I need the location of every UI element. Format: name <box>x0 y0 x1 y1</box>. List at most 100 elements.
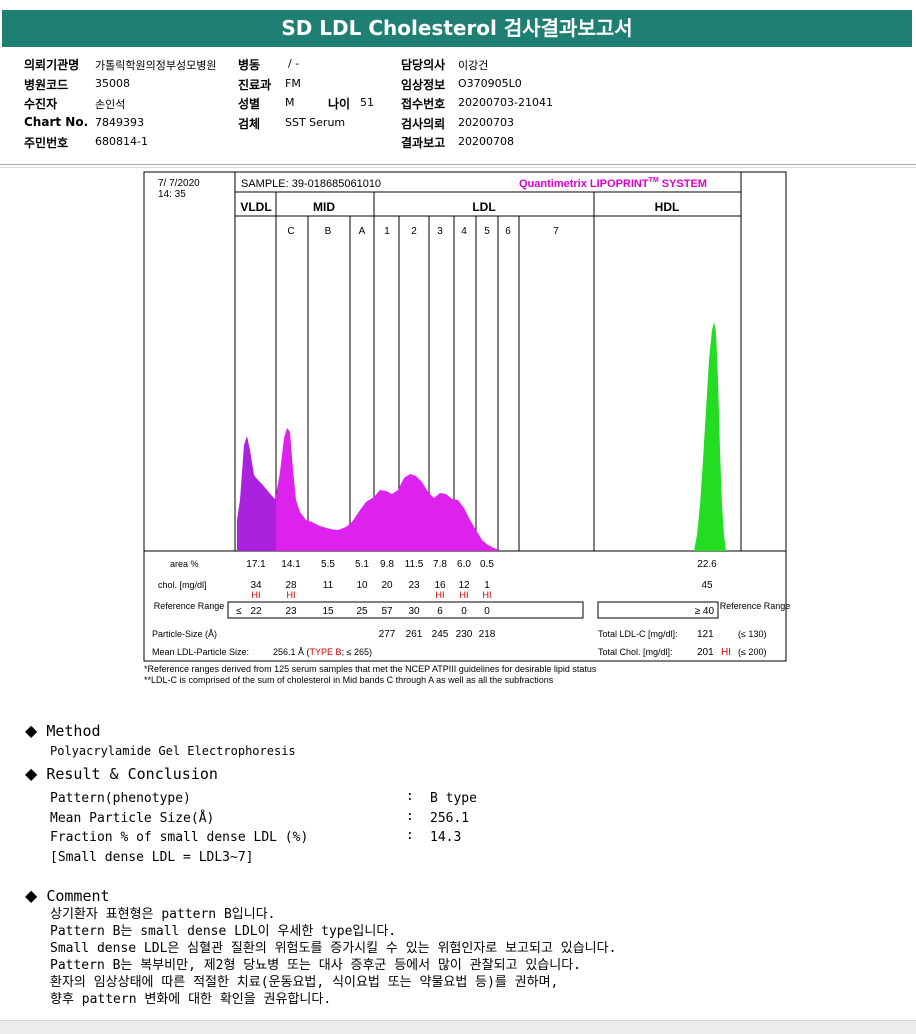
comment-body: 상기환자 표현형은 pattern B입니다. Pattern B는 small… <box>50 906 616 1008</box>
hi-flag: HI <box>252 590 261 600</box>
particle-label: Particle-Size (Å) <box>152 629 217 639</box>
total-ldl-label: Total LDL-C [mg/dl]: <box>598 629 678 639</box>
total-chol-label: Total Chol. [mg/dl]: <box>598 647 673 657</box>
brand-logo: Quantimetrix LIPOPRINTTM SYSTEM <box>519 177 707 190</box>
comment-line: Pattern B는 small dense LDL이 우세한 type입니다. <box>50 924 397 939</box>
group-label: LDL <box>472 200 495 214</box>
comment-line: 향후 pattern 변화에 대한 확인을 권유합니다. <box>50 992 332 1007</box>
hi-flag: HI <box>460 590 469 600</box>
info-value: 가톨릭학원의정부성모병원 <box>95 59 217 72</box>
info-label: 병동 <box>238 58 261 72</box>
reference-value: 22 <box>250 606 262 617</box>
area-value: 7.8 <box>433 559 447 570</box>
comment-heading: ◆ Comment <box>25 886 110 905</box>
info-label: 접수번호 <box>401 97 446 111</box>
info-label: 결과보고 <box>401 136 446 150</box>
chart-date: 7/ 7/2020 <box>158 178 200 189</box>
info-value: 20200703 <box>458 116 514 129</box>
info-label: 나이 <box>328 97 351 111</box>
info-value: / - <box>288 57 300 70</box>
band-label: 4 <box>461 226 467 237</box>
info-value: O370905L0 <box>458 77 522 90</box>
band-label: A <box>359 226 366 237</box>
area-value: 6.0 <box>457 559 471 570</box>
diamond-bullet-icon: ◆ <box>25 886 38 905</box>
mean-size-value: 256.1 Å (TYPE B; ≤ 265) <box>273 647 372 657</box>
area-value: 14.1 <box>281 559 301 570</box>
total-chol-value: 201 <box>697 647 714 658</box>
ref-le-symbol: ≤ <box>236 606 242 617</box>
info-value: 20200703-21041 <box>458 96 553 109</box>
chol-value: 23 <box>408 580 420 591</box>
reference-value: 0 <box>461 606 467 617</box>
hdl-chol: 45 <box>701 580 713 591</box>
info-label: 병원코드 <box>24 78 69 92</box>
colon: : <box>406 789 414 804</box>
info-label: 수진자 <box>24 97 58 111</box>
reference-value: 0 <box>484 606 490 617</box>
info-label: 성별 <box>238 97 261 111</box>
info-label: 진료과 <box>238 78 272 92</box>
chart-time: 14: 35 <box>158 189 186 200</box>
total-ldl-ref: (≤ 130) <box>738 629 766 639</box>
sample-id: SAMPLE: 39-018685061010 <box>241 178 381 190</box>
info-label: 주민번호 <box>24 136 69 150</box>
hi-flag: HI <box>436 590 445 600</box>
chol-label: chol. [mg/dl] <box>158 580 207 590</box>
info-value: SST Serum <box>285 116 346 129</box>
total-chol-hi: HI <box>721 647 731 658</box>
info-label: 검사의뢰 <box>401 117 446 131</box>
divider <box>0 167 916 168</box>
total-chol-ref: (≤ 200) <box>738 647 766 657</box>
band-label: 6 <box>505 226 511 237</box>
result-row-label: Mean Particle Size(Å) <box>50 811 215 826</box>
comment-title: Comment <box>46 887 110 905</box>
info-label: Chart No. <box>24 115 89 129</box>
particle-size-value: 261 <box>406 629 423 640</box>
chol-value: 1 <box>484 580 490 591</box>
patient-info: 의뢰기관명 가톨릭학원의정부성모병원 병원코드 35008 수진자 손인석 Ch… <box>0 53 916 163</box>
info-label: 담당의사 <box>401 58 446 72</box>
chol-value: 10 <box>356 580 368 591</box>
group-label: HDL <box>655 200 680 214</box>
info-value: 이강건 <box>458 59 489 72</box>
colon: : <box>406 809 414 824</box>
band-label: 1 <box>384 226 390 237</box>
chol-value: 34 <box>250 580 262 591</box>
info-label: 검체 <box>238 117 261 131</box>
method-text: Polyacrylamide Gel Electrophoresis <box>50 744 296 758</box>
footer-bar <box>0 1020 916 1034</box>
info-value: 35008 <box>95 77 130 90</box>
chol-value: 20 <box>381 580 393 591</box>
hdl-ref: ≥ 40 <box>695 606 715 617</box>
mean-size-label: Mean LDL-Particle Size: <box>152 647 249 657</box>
colon: : <box>406 828 414 843</box>
result-heading: ◆ Result & Conclusion <box>25 764 218 783</box>
reference-value: 30 <box>408 606 420 617</box>
info-value: M <box>285 96 295 109</box>
reference-label-right: Reference Range <box>720 601 791 611</box>
group-label: MID <box>313 200 335 214</box>
reference-value: 23 <box>285 606 297 617</box>
area-label: area % <box>170 559 199 569</box>
chol-value: 28 <box>285 580 297 591</box>
hdl-area: 22.6 <box>697 559 717 570</box>
comment-line: 상기환자 표현형은 pattern B입니다. <box>50 907 276 922</box>
reference-value: 6 <box>437 606 443 617</box>
chol-value: 12 <box>458 580 470 591</box>
reference-value: 25 <box>356 606 368 617</box>
info-label: 임상정보 <box>401 78 446 92</box>
diamond-bullet-icon: ◆ <box>25 764 38 783</box>
group-label: VLDL <box>240 200 271 214</box>
result-row-label: Fraction % of small dense LDL (%) <box>50 830 309 845</box>
band-label: 5 <box>484 226 490 237</box>
band-label: 2 <box>411 226 417 237</box>
vldl-peak <box>237 436 276 551</box>
area-value: 0.5 <box>480 559 494 570</box>
diamond-bullet-icon: ◆ <box>25 721 38 740</box>
reference-label: Reference Range <box>154 601 225 611</box>
info-label: 의뢰기관명 <box>24 58 80 72</box>
info-value: 7849393 <box>95 116 144 129</box>
particle-size-value: 277 <box>379 629 396 640</box>
hdl-reference-box <box>597 601 719 619</box>
